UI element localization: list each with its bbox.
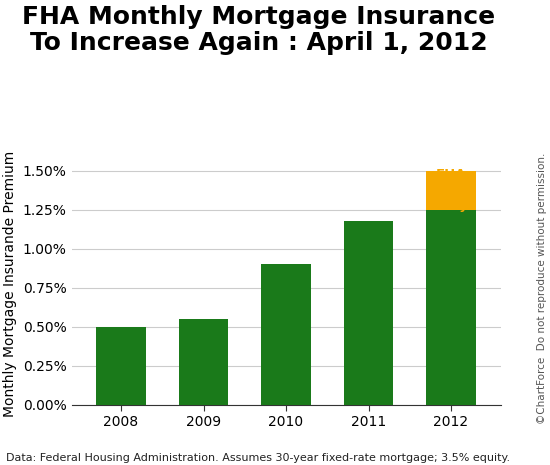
Text: FHA Monthly Mortgage Insurance
To Increase Again : April 1, 2012: FHA Monthly Mortgage Insurance To Increa… — [22, 5, 495, 55]
Bar — [96, 326, 146, 405]
Bar — [179, 319, 228, 405]
Bar — [426, 210, 476, 405]
Y-axis label: Monthly Mortgage Insurande Premium: Monthly Mortgage Insurande Premium — [3, 151, 17, 417]
Bar — [426, 171, 476, 210]
Text: Data: Federal Housing Administration. Assumes 30-year fixed-rate mortgage; 3.5% : Data: Federal Housing Administration. As… — [7, 452, 510, 463]
Bar — [261, 264, 311, 405]
Bar — [344, 221, 393, 405]
Text: ©ChartForce  Do not reproduce without permission.: ©ChartForce Do not reproduce without per… — [537, 153, 547, 424]
Text: FHA
Jumbo
Only: FHA Jumbo Only — [427, 168, 475, 212]
